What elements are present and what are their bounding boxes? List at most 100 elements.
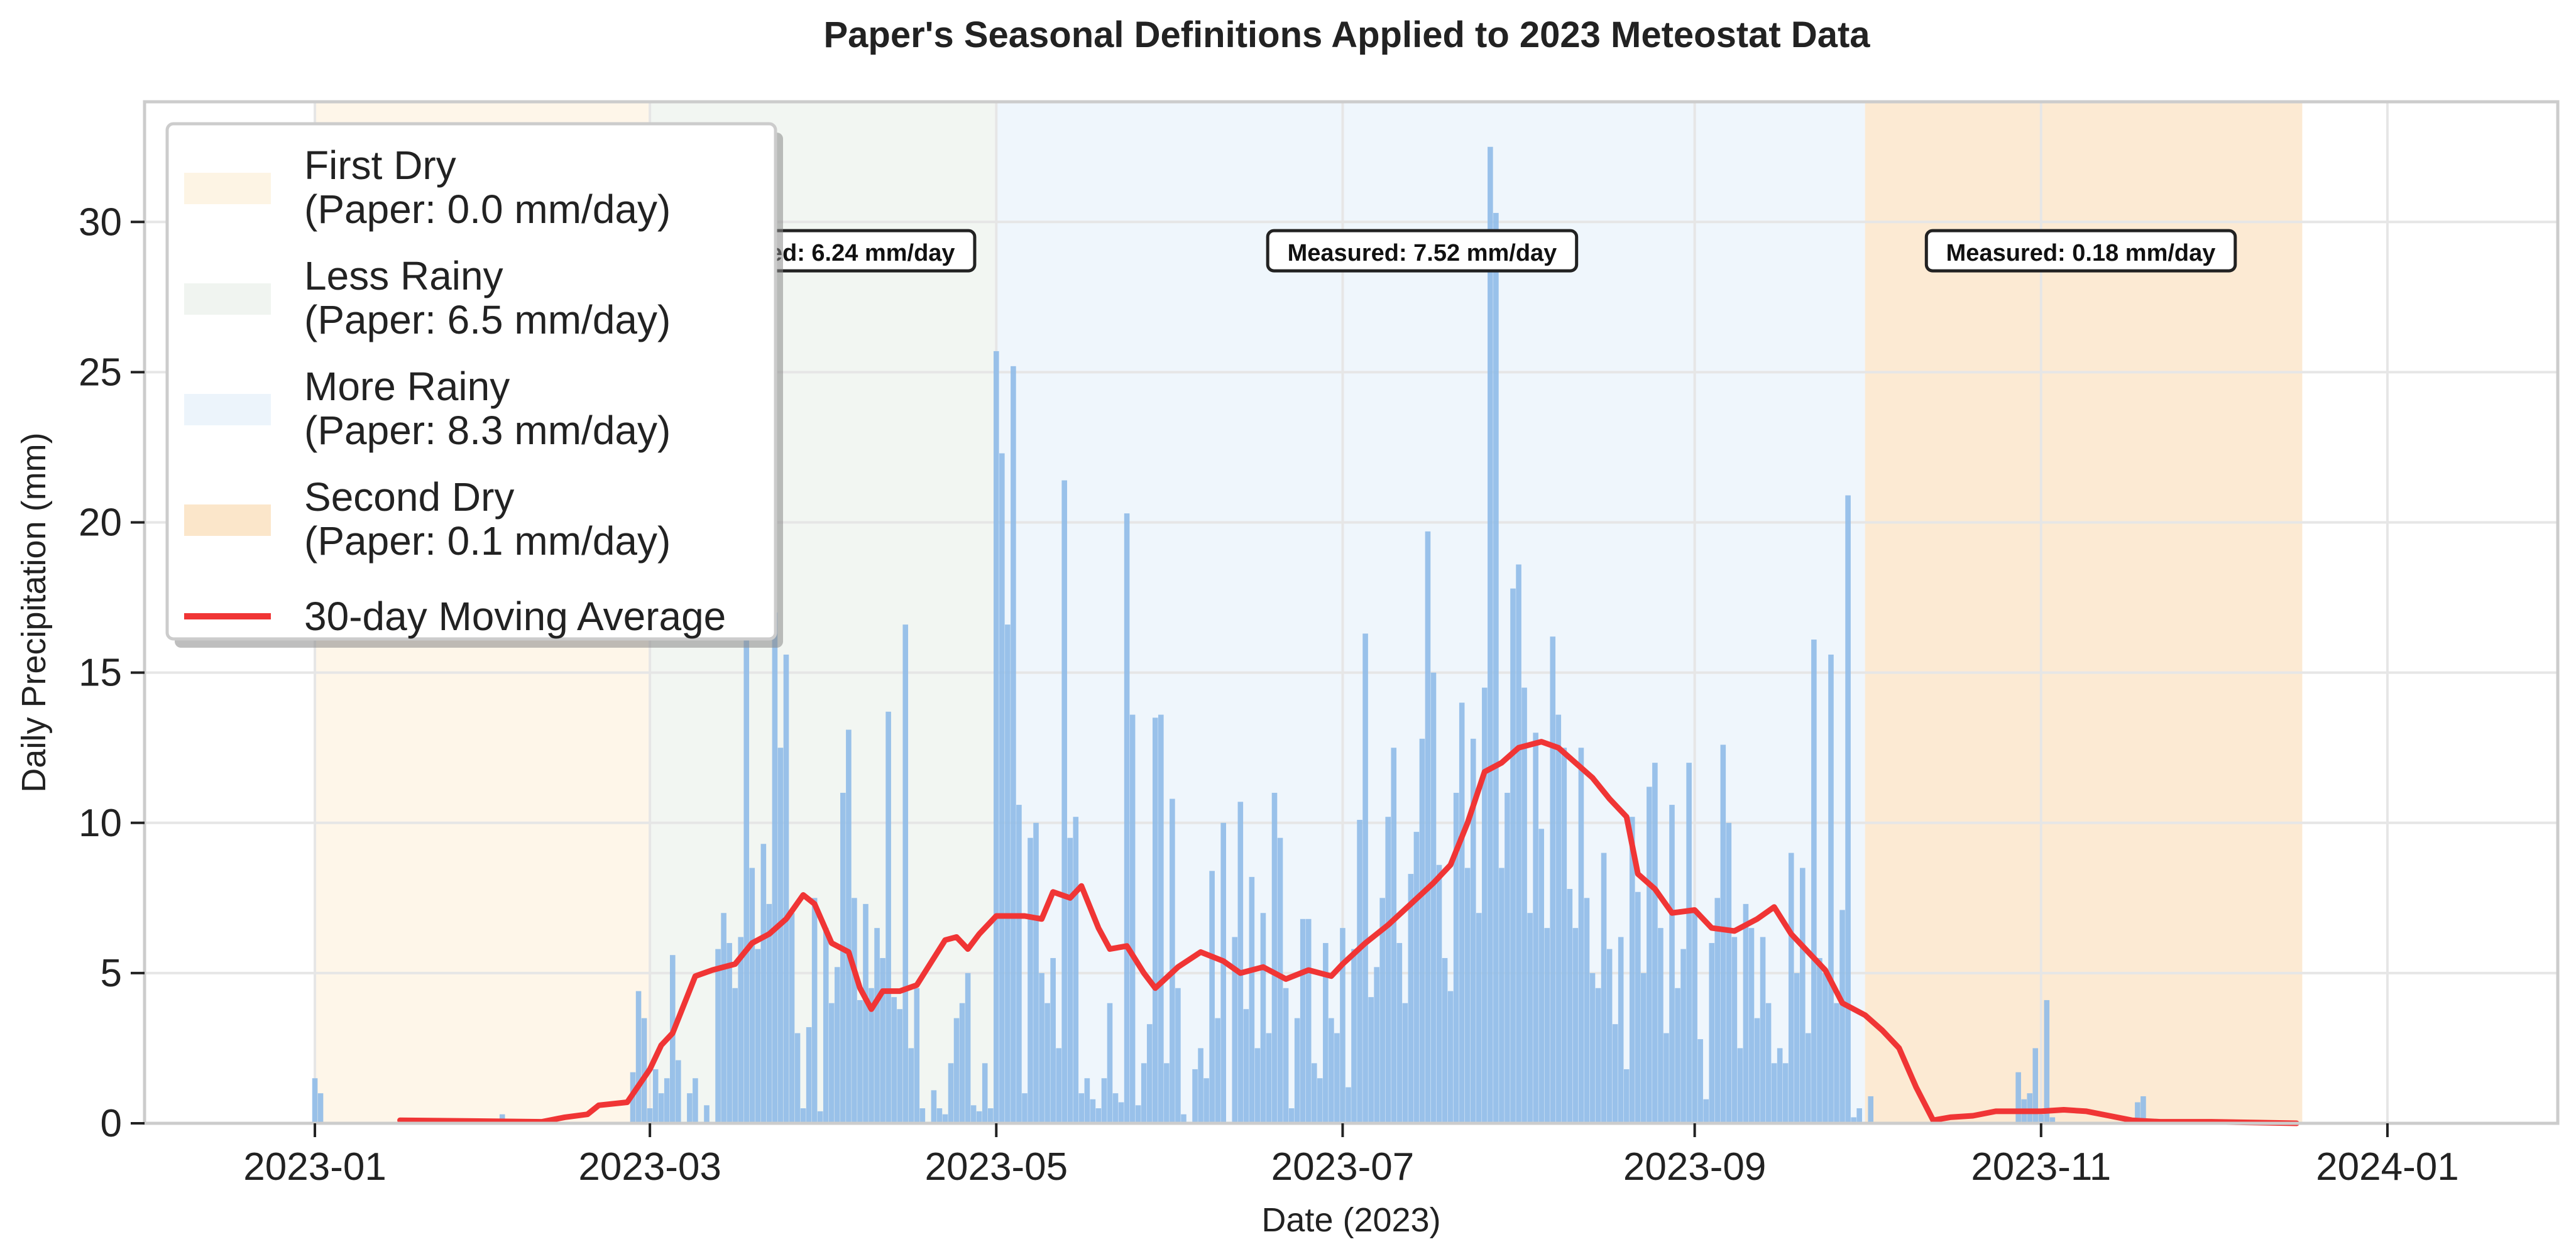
annotation-box: Measured: 7.52 mm/day <box>1266 229 1579 273</box>
legend-frame <box>165 122 777 641</box>
precip-bar <box>1856 1108 1862 1123</box>
precip-bar <box>1243 1009 1249 1123</box>
precip-bar <box>1527 913 1533 1123</box>
precip-bar <box>1663 1033 1669 1123</box>
precip-bar <box>794 1033 801 1123</box>
precip-bar <box>2044 1000 2050 1123</box>
precip-bar <box>1589 973 1596 1123</box>
precip-bar <box>1658 928 1663 1123</box>
precip-bar <box>1067 837 1073 1123</box>
x-tick-label: 2023-11 <box>1971 1145 2111 1189</box>
precip-bar <box>902 624 909 1123</box>
precip-bar <box>919 1108 926 1123</box>
precip-bar <box>1323 943 1329 1123</box>
precip-bar <box>1016 805 1022 1123</box>
precip-bar <box>1692 913 1697 1123</box>
precip-bar <box>982 1063 988 1123</box>
precip-bar <box>1499 868 1504 1123</box>
precip-bar <box>766 903 772 1123</box>
precip-bar <box>2027 1093 2033 1123</box>
precip-bar <box>1629 817 1635 1123</box>
precip-bar <box>1606 949 1613 1123</box>
legend-swatch <box>184 173 271 204</box>
y-tick-label: 20 <box>79 501 122 545</box>
precip-bar <box>994 351 999 1123</box>
precip-bar <box>931 1090 937 1123</box>
moving-average-line <box>397 739 2299 1126</box>
precip-bar <box>1612 1024 1618 1123</box>
precip-bar <box>1260 913 1266 1123</box>
precip-bar <box>2140 1096 2146 1123</box>
legend-label: 30-day Moving Average <box>304 594 726 639</box>
precip-bar <box>1402 1003 1408 1123</box>
legend-swatch <box>184 283 271 315</box>
precip-bar <box>1516 564 1521 1123</box>
precip-bar <box>1288 1108 1295 1123</box>
precip-bar <box>863 903 869 1123</box>
precip-bar <box>942 1114 948 1123</box>
precip-bar <box>755 949 761 1123</box>
precip-bar <box>1550 636 1556 1123</box>
precip-bar <box>1476 913 1482 1123</box>
precip-bar <box>783 654 789 1123</box>
precip-bar <box>1623 1069 1630 1123</box>
precip-bar <box>1095 1108 1102 1123</box>
precip-bar <box>726 943 732 1123</box>
precip-bar <box>1141 1063 1147 1123</box>
precip-bar <box>976 1111 982 1123</box>
precip-bar <box>1158 714 1164 1123</box>
precip-bar <box>959 1003 965 1123</box>
precip-bar <box>1488 146 1493 1123</box>
x-tick-label: 2023-03 <box>578 1145 721 1189</box>
y-tick-label: 0 <box>101 1102 122 1145</box>
precip-bar <box>760 844 767 1123</box>
annotation-frame <box>1266 229 1579 273</box>
precip-bar <box>823 928 829 1123</box>
precip-bar <box>1294 1018 1300 1123</box>
precip-bar <box>852 898 857 1123</box>
precip-bar <box>846 729 852 1123</box>
precip-bar <box>1765 1003 1772 1123</box>
precip-bar <box>1533 733 1538 1123</box>
precip-bar <box>641 1018 647 1123</box>
precip-bar <box>1464 868 1471 1123</box>
precip-bar <box>1447 991 1454 1123</box>
precip-bar <box>635 991 642 1123</box>
precip-bar <box>1436 864 1442 1123</box>
precip-bar <box>914 988 920 1123</box>
annotation-box: Measured: 0.18 mm/day <box>1924 229 2237 273</box>
precip-bar <box>1669 805 1675 1123</box>
precip-bar <box>1249 876 1255 1123</box>
precip-bar <box>715 949 721 1123</box>
precip-bar <box>1567 888 1573 1123</box>
precip-bar <box>693 1078 698 1123</box>
precip-bar <box>732 988 738 1123</box>
precip-bar <box>1311 1063 1317 1123</box>
precip-bar <box>1453 792 1459 1123</box>
precip-bar <box>1090 1099 1096 1123</box>
precip-bar <box>1419 738 1425 1123</box>
precip-bar <box>1050 957 1056 1123</box>
precip-bar <box>1697 1039 1703 1123</box>
y-axis-label: Daily Precipitation (mm) <box>15 432 53 792</box>
legend-label: First Dry <box>304 143 456 188</box>
precip-bar <box>1192 1069 1198 1123</box>
precip-bar <box>1731 937 1738 1123</box>
precip-bar <box>1181 1114 1187 1123</box>
precip-bar <box>857 1000 863 1123</box>
x-axis-label: Date (2023) <box>1261 1201 1440 1239</box>
precip-bar <box>652 1069 659 1123</box>
precip-bar <box>1578 748 1584 1123</box>
precip-bar <box>1817 957 1822 1123</box>
precip-bar <box>891 997 897 1123</box>
precip-bar <box>1112 1093 1119 1123</box>
precip-bar <box>2032 1048 2039 1123</box>
precip-bar <box>1800 868 1806 1123</box>
precip-bar <box>1254 1048 1261 1123</box>
annotation-frame <box>1924 229 2237 273</box>
precip-bar <box>1283 988 1289 1123</box>
precip-bar <box>1124 513 1130 1123</box>
precip-bar <box>1152 717 1158 1123</box>
precip-bar <box>965 973 971 1123</box>
precip-bar <box>676 1060 681 1123</box>
